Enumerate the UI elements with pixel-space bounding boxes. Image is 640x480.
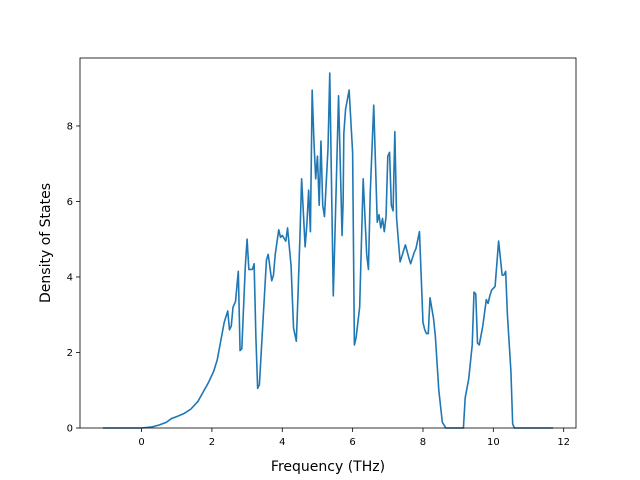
x-tick-label: 2 — [209, 437, 215, 448]
x-tick-label: 0 — [138, 437, 144, 448]
x-axis-label: Frequency (THz) — [271, 459, 385, 475]
y-axis-ticks: 0 2 4 6 8 — [67, 121, 80, 435]
y-tick-label: 6 — [67, 197, 73, 208]
x-tick-label: 8 — [420, 437, 426, 448]
plot-frame — [79, 57, 577, 429]
y-tick-label: 8 — [67, 121, 73, 132]
series-line — [102, 72, 554, 429]
y-tick-label: 0 — [67, 424, 73, 435]
x-axis-ticks: 0 2 4 6 8 10 12 — [138, 428, 570, 448]
y-tick-label: 4 — [67, 272, 73, 283]
x-tick-label: 12 — [557, 437, 570, 448]
y-axis-label: Density of States — [38, 183, 54, 303]
y-tick-label: 2 — [67, 348, 73, 359]
x-tick-label: 4 — [279, 437, 285, 448]
x-tick-label: 10 — [487, 437, 500, 448]
x-tick-label: 6 — [349, 437, 355, 448]
